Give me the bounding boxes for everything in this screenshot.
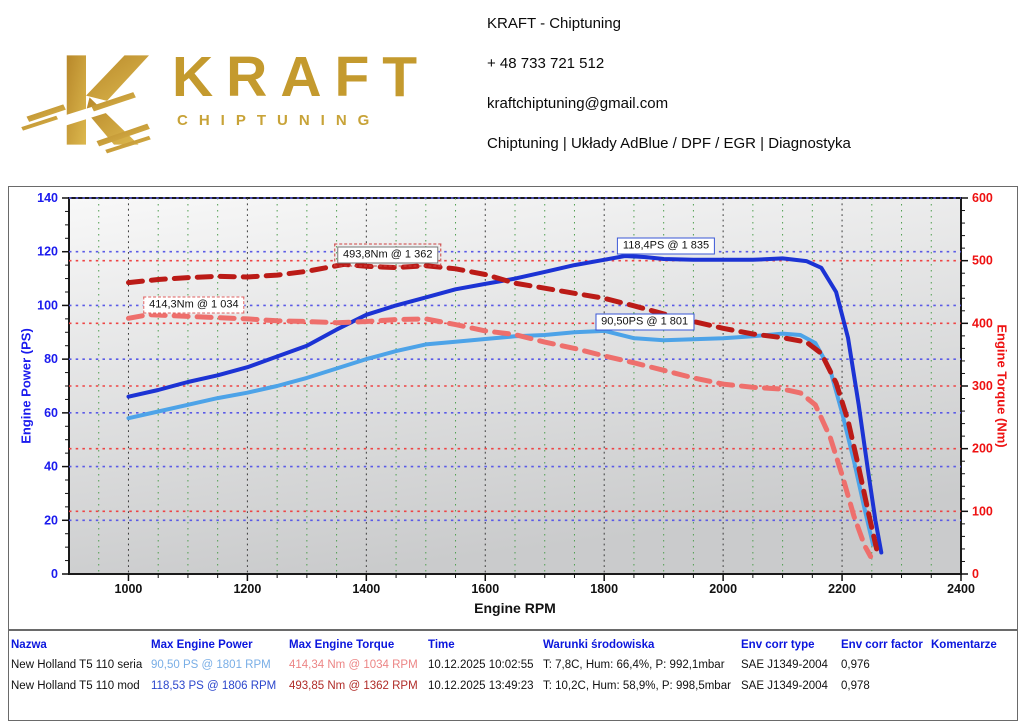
column-header-max-engine-power: Max Engine Power xyxy=(151,638,253,651)
cell-max-engine-torque: 493,85 Nm @ 1362 RPM xyxy=(289,679,418,692)
y-axis-label-torque: Engine Torque (Nm) xyxy=(994,324,1010,448)
svg-text:0: 0 xyxy=(972,567,979,581)
kraft-logo-icon xyxy=(16,55,156,154)
table-row: New Holland T5 110 seria 90,50 PS @ 1801 … xyxy=(9,654,1017,675)
contact-block: KRAFT - Chiptuning + 48 733 721 512 kraf… xyxy=(487,4,851,164)
dyno-chart-panel: 1000 1200 1400 1600 1800 2000 2200 2400 0 20 40 60 8… xyxy=(8,186,1018,630)
email-address: kraftchiptuning@gmail.com xyxy=(487,95,669,112)
svg-text:20: 20 xyxy=(44,513,58,527)
table-body: New Holland T5 110 seria 90,50 PS @ 1801 … xyxy=(9,654,1017,696)
cell-max-engine-power: 90,50 PS @ 1801 RPM xyxy=(151,658,271,671)
series-engine-torque-stock xyxy=(126,312,874,559)
cell-max-engine-power: 118,53 PS @ 1806 RPM xyxy=(151,679,277,692)
table-row: New Holland T5 110 mod 118,53 PS @ 1806 R… xyxy=(9,675,1017,696)
cell-warunki-rodowiska: T: 7,8C, Hum: 66,4%, P: 992,1mbar xyxy=(543,658,725,671)
column-header-warunki-rodowiska: Warunki środowiska xyxy=(543,638,655,651)
column-header-time: Time xyxy=(428,638,455,651)
table-header-row: Nazwa Max Engine Power Max Engine Torque Ti… xyxy=(9,635,1017,654)
svg-text:2200: 2200 xyxy=(828,582,856,596)
y-axis-label-power: Engine Power (PS) xyxy=(18,328,34,444)
svg-text:140: 140 xyxy=(37,191,58,205)
svg-text:1000: 1000 xyxy=(115,582,143,596)
column-header-max-engine-torque: Max Engine Torque xyxy=(289,638,395,651)
column-header-komentarze: Komentarze xyxy=(931,638,997,651)
series-engine-torque-mod xyxy=(126,261,880,552)
svg-text:1200: 1200 xyxy=(233,582,261,596)
svg-text:1600: 1600 xyxy=(471,582,499,596)
svg-text:500: 500 xyxy=(972,254,993,268)
cell-env-corr-type: SAE J1349-2004 xyxy=(741,658,828,671)
cell-env-corr-type: SAE J1349-2004 xyxy=(741,679,828,692)
cell-warunki-rodowiska: T: 10,2C, Hum: 58,9%, P: 998,5mbar xyxy=(543,679,731,692)
dyno-chart: 1000 1200 1400 1600 1800 2000 2200 240002040608… xyxy=(37,191,993,596)
svg-text:0: 0 xyxy=(51,567,58,581)
cell-max-engine-torque: 414,34 Nm @ 1034 RPM xyxy=(289,658,418,671)
svg-text:600: 600 xyxy=(972,191,993,205)
svg-text:300: 300 xyxy=(972,379,993,393)
svg-text:1800: 1800 xyxy=(590,582,618,596)
column-header-env-corr-factor: Env corr factor xyxy=(841,638,923,651)
svg-text:400: 400 xyxy=(972,316,993,330)
brand-subtitle: CHIPTUNING xyxy=(177,112,381,129)
svg-text:120: 120 xyxy=(37,245,58,259)
series-engine-power-mod xyxy=(126,254,884,555)
cell-nazwa: New Holland T5 110 seria xyxy=(11,658,143,671)
svg-text:100: 100 xyxy=(37,298,58,312)
results-table-panel: Nazwa Max Engine Power Max Engine Torque Ti… xyxy=(8,630,1018,721)
column-header-env-corr-type: Env corr type xyxy=(741,638,815,651)
cell-time: 10.12.2025 10:02:55 xyxy=(428,658,534,671)
x-axis-label-rpm: Engine RPM xyxy=(474,600,556,616)
cell-env-corr-factor: 0,976 xyxy=(841,658,870,671)
cell-nazwa: New Holland T5 110 mod xyxy=(11,679,140,692)
svg-text:40: 40 xyxy=(44,460,58,474)
column-header-nazwa: Nazwa xyxy=(11,638,47,651)
svg-text:100: 100 xyxy=(972,504,993,518)
svg-text:80: 80 xyxy=(44,352,58,366)
svg-text:60: 60 xyxy=(44,406,58,420)
svg-text:200: 200 xyxy=(972,442,993,456)
series-engine-power-stock xyxy=(126,328,875,547)
services-line: Chiptuning | Układy AdBlue / DPF / EGR |… xyxy=(487,135,851,152)
phone-number: + 48 733 721 512 xyxy=(487,55,605,72)
svg-text:2400: 2400 xyxy=(947,582,975,596)
cell-env-corr-factor: 0,978 xyxy=(841,679,870,692)
brand-name: KRAFT xyxy=(172,45,431,109)
cell-time: 10.12.2025 13:49:23 xyxy=(428,679,534,692)
company-name: KRAFT - Chiptuning xyxy=(487,15,621,32)
svg-text:1400: 1400 xyxy=(352,582,380,596)
svg-text:2000: 2000 xyxy=(709,582,737,596)
